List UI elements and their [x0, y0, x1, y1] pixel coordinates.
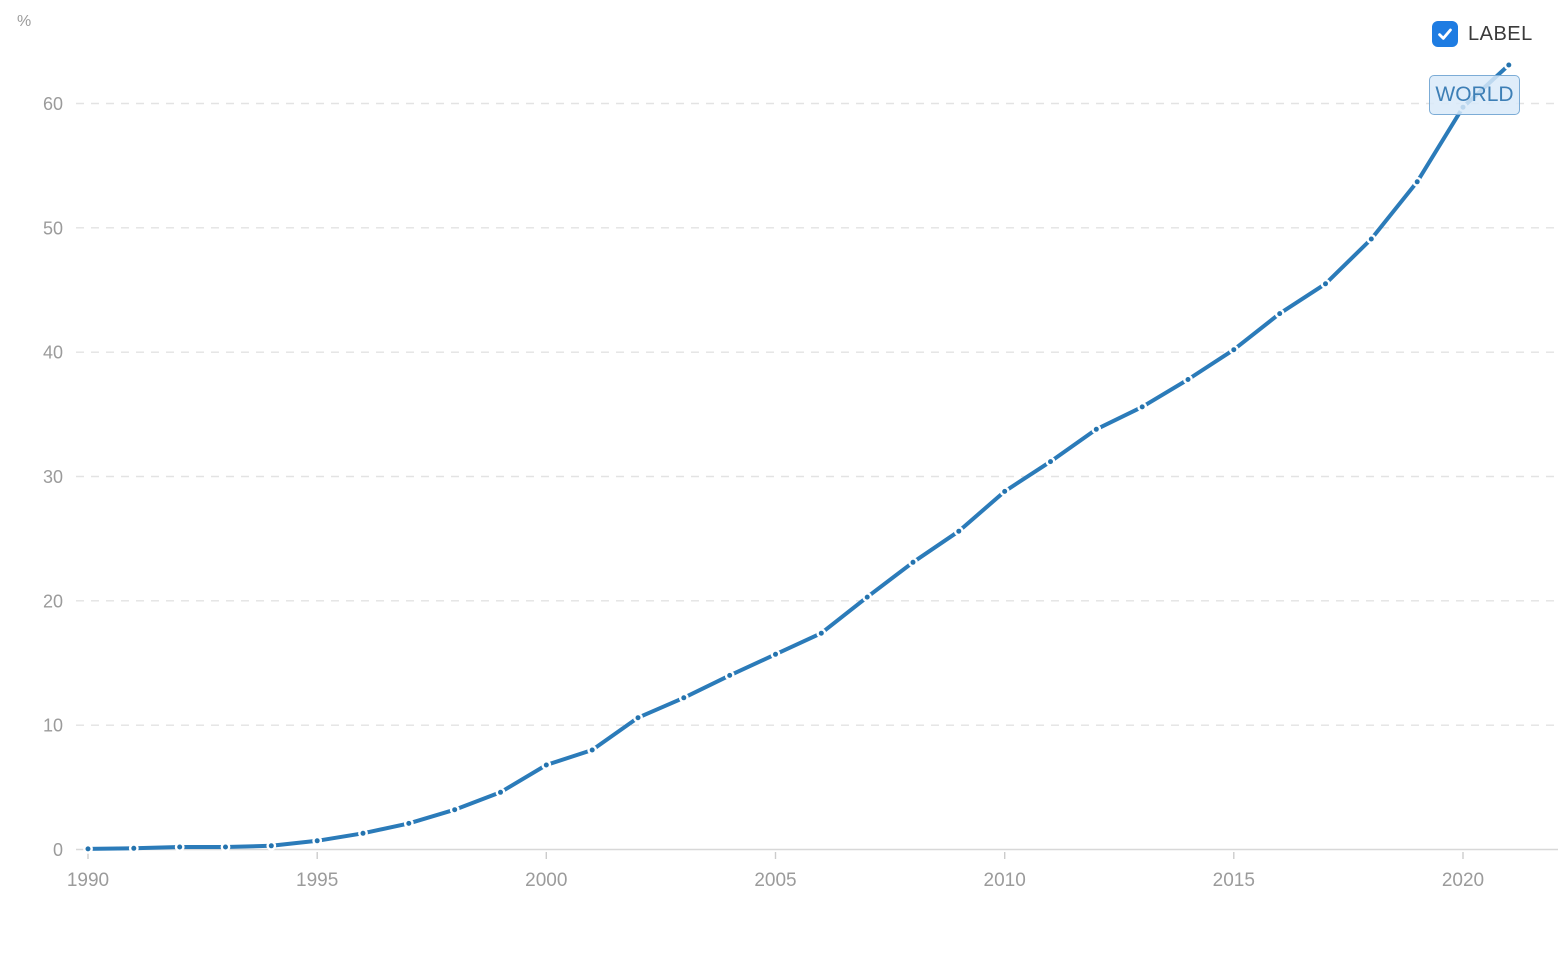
data-point-marker [1274, 308, 1285, 319]
data-point-marker [174, 842, 185, 852]
data-point-marker [678, 692, 689, 703]
checkmark-icon [1438, 28, 1452, 40]
data-point-marker [495, 787, 506, 798]
series-label-badge[interactable]: WORLD [1429, 75, 1520, 115]
data-point-marker [220, 842, 231, 852]
y-tick-label: 60 [43, 94, 63, 114]
x-tick-label: 1990 [67, 870, 109, 891]
x-tick-label: 2005 [754, 870, 796, 891]
data-point-marker [358, 828, 368, 839]
data-point-marker [908, 557, 918, 568]
data-point-marker [1091, 424, 1102, 435]
y-tick-label: 0 [53, 840, 63, 860]
data-point-marker [816, 628, 827, 639]
label-checkbox-label: LABEL [1468, 22, 1533, 45]
data-point-marker [83, 844, 93, 854]
data-point-marker [312, 835, 323, 846]
data-point-marker [449, 804, 460, 815]
label-visibility-checkbox[interactable] [1432, 21, 1458, 47]
y-axis-unit-label: % [17, 13, 32, 30]
data-point-marker [953, 526, 964, 537]
x-tick-label: 2000 [525, 870, 567, 891]
data-point-marker [266, 840, 277, 851]
y-tick-label: 40 [43, 343, 63, 363]
data-point-marker [1137, 401, 1148, 412]
x-tick-label: 1995 [296, 870, 338, 891]
data-point-marker [1366, 234, 1377, 244]
y-tick-label: 50 [43, 218, 63, 238]
data-point-marker [587, 745, 598, 755]
y-tick-label: 20 [43, 591, 63, 611]
data-point-marker [1045, 456, 1056, 467]
world-series-line [86, 63, 1511, 851]
data-point-marker [541, 760, 552, 770]
data-point-marker [1503, 60, 1514, 70]
data-point-marker [770, 649, 781, 660]
data-point-marker [403, 818, 414, 829]
data-point-marker [724, 670, 735, 681]
data-point-marker [999, 486, 1010, 497]
data-point-marker [128, 843, 139, 854]
data-point-marker [633, 712, 643, 723]
data-point-marker [1320, 278, 1331, 289]
x-tick-label: 2015 [1213, 870, 1255, 891]
legend: LABEL [1432, 21, 1533, 47]
x-tick-label: 2010 [984, 870, 1026, 891]
data-point-marker [1183, 374, 1193, 385]
data-point-marker [1228, 344, 1239, 355]
data-point-marker [1412, 176, 1423, 187]
y-tick-label: 30 [43, 467, 63, 487]
data-point-marker [862, 592, 873, 602]
y-tick-label: 10 [43, 716, 63, 736]
x-tick-label: 2020 [1442, 870, 1484, 891]
